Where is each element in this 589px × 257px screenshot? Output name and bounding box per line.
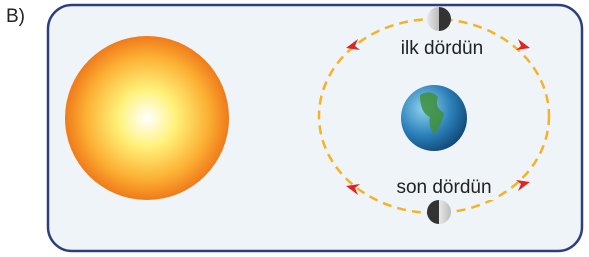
phase-label: son dördün xyxy=(396,177,491,198)
diagram: B) ilk dördün son dördün xyxy=(0,0,589,257)
label: B) xyxy=(6,6,25,27)
phase-label: ilk dördün xyxy=(401,38,483,59)
sun xyxy=(65,36,229,200)
moon-top xyxy=(427,7,451,31)
moon-bottom xyxy=(427,200,451,224)
